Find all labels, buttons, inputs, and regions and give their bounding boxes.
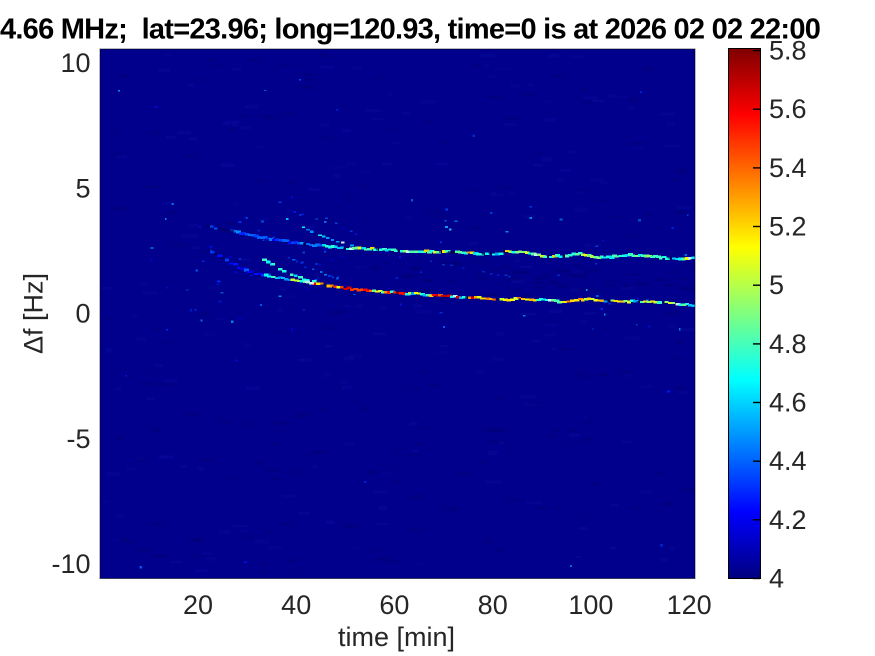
svg-text:5.4: 5.4	[769, 153, 807, 183]
svg-text:5: 5	[769, 270, 784, 300]
svg-text:120: 120	[667, 590, 712, 620]
svg-text:time [min]: time [min]	[338, 622, 455, 652]
svg-text:Δf [Hz]: Δf [Hz]	[19, 273, 49, 354]
svg-text:5.6: 5.6	[769, 94, 807, 124]
svg-text:-10: -10	[51, 549, 90, 579]
svg-text:60: 60	[379, 590, 409, 620]
svg-text:4.8: 4.8	[769, 329, 807, 359]
svg-text:5.2: 5.2	[769, 212, 807, 242]
svg-text:40: 40	[281, 590, 311, 620]
svg-text:5: 5	[75, 173, 90, 203]
svg-text:10: 10	[60, 48, 90, 78]
svg-text:100: 100	[568, 590, 613, 620]
svg-text:5.8: 5.8	[769, 36, 807, 66]
svg-text:0: 0	[75, 299, 90, 329]
svg-text:20: 20	[183, 590, 213, 620]
svg-text:-5: -5	[66, 424, 90, 454]
svg-text:4.2: 4.2	[769, 505, 807, 535]
svg-text:80: 80	[478, 590, 508, 620]
svg-text:4.6: 4.6	[769, 388, 807, 418]
svg-text:4.4: 4.4	[769, 446, 807, 476]
svg-text:4: 4	[769, 564, 784, 594]
svg-text:4.66 MHz; lat=23.96; long=120: 4.66 MHz; lat=23.96; long=120.93, time=0…	[0, 14, 820, 46]
